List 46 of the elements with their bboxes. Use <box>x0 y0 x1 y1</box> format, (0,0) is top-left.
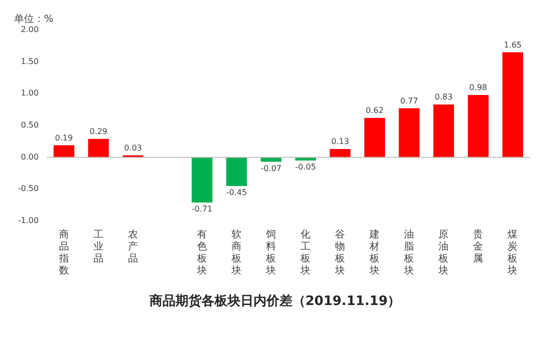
data-label: -0.07 <box>260 164 282 173</box>
x-tick-label: 化工板块 <box>300 228 311 277</box>
text: 商品期货各板块日内价差（2019.11.19） <box>148 292 402 310</box>
y-tick-label: -0.50 <box>18 184 39 194</box>
bar <box>54 145 74 158</box>
data-label: 0.98 <box>469 83 488 92</box>
bar <box>364 118 386 158</box>
x-tick-label: 贵金属 <box>473 228 484 265</box>
data-label: 0.13 <box>331 137 350 146</box>
x-tick-label: 油脂板块 <box>403 228 414 277</box>
bar <box>468 94 489 158</box>
data-label: 0.77 <box>400 96 418 106</box>
bar <box>226 157 247 186</box>
x-tick-label: 原油板块 <box>438 230 449 277</box>
bar <box>192 157 212 203</box>
data-label: 1.65 <box>504 40 522 50</box>
y-tick-label: 1.50 <box>20 56 39 66</box>
data-label: -0.05 <box>295 162 316 172</box>
data-label: 0.03 <box>124 144 142 152</box>
bar <box>433 104 454 158</box>
data-label: 0.83 <box>434 92 453 102</box>
bar <box>260 157 282 162</box>
y-tick-label: 0.50 <box>20 120 39 130</box>
y-axis-title: 单位：% <box>14 12 54 26</box>
bar <box>330 149 350 158</box>
x-tick-label: 建材板块 <box>368 228 380 277</box>
data-label: -0.71 <box>192 204 212 214</box>
x-tick-label: 煤炭板块 <box>506 228 518 277</box>
data-label: 0.62 <box>366 106 384 115</box>
x-tick-label: 工业品 <box>93 230 104 265</box>
x-tick-label: 软商板块 <box>230 228 242 277</box>
y-tick-label: -1.00 <box>18 216 39 226</box>
x-tick-label: 有色板块 <box>196 228 208 277</box>
bar <box>88 138 109 158</box>
x-tick-label: 饲料板块 <box>265 230 276 277</box>
x-tick-label: 商品指数 <box>58 228 69 277</box>
x-tick-label: 谷物板块 <box>334 228 346 277</box>
data-label: -0.45 <box>226 188 247 198</box>
y-tick-label: 0.00 <box>20 152 39 162</box>
y-tick-label: 1.00 <box>20 88 39 98</box>
data-label: 0.29 <box>90 126 108 136</box>
data-label: 0.19 <box>55 133 73 142</box>
y-tick-label: 2.00 <box>20 25 39 34</box>
x-tick-label: 农产品 <box>128 230 138 265</box>
bar <box>502 52 524 158</box>
bar <box>398 108 420 158</box>
